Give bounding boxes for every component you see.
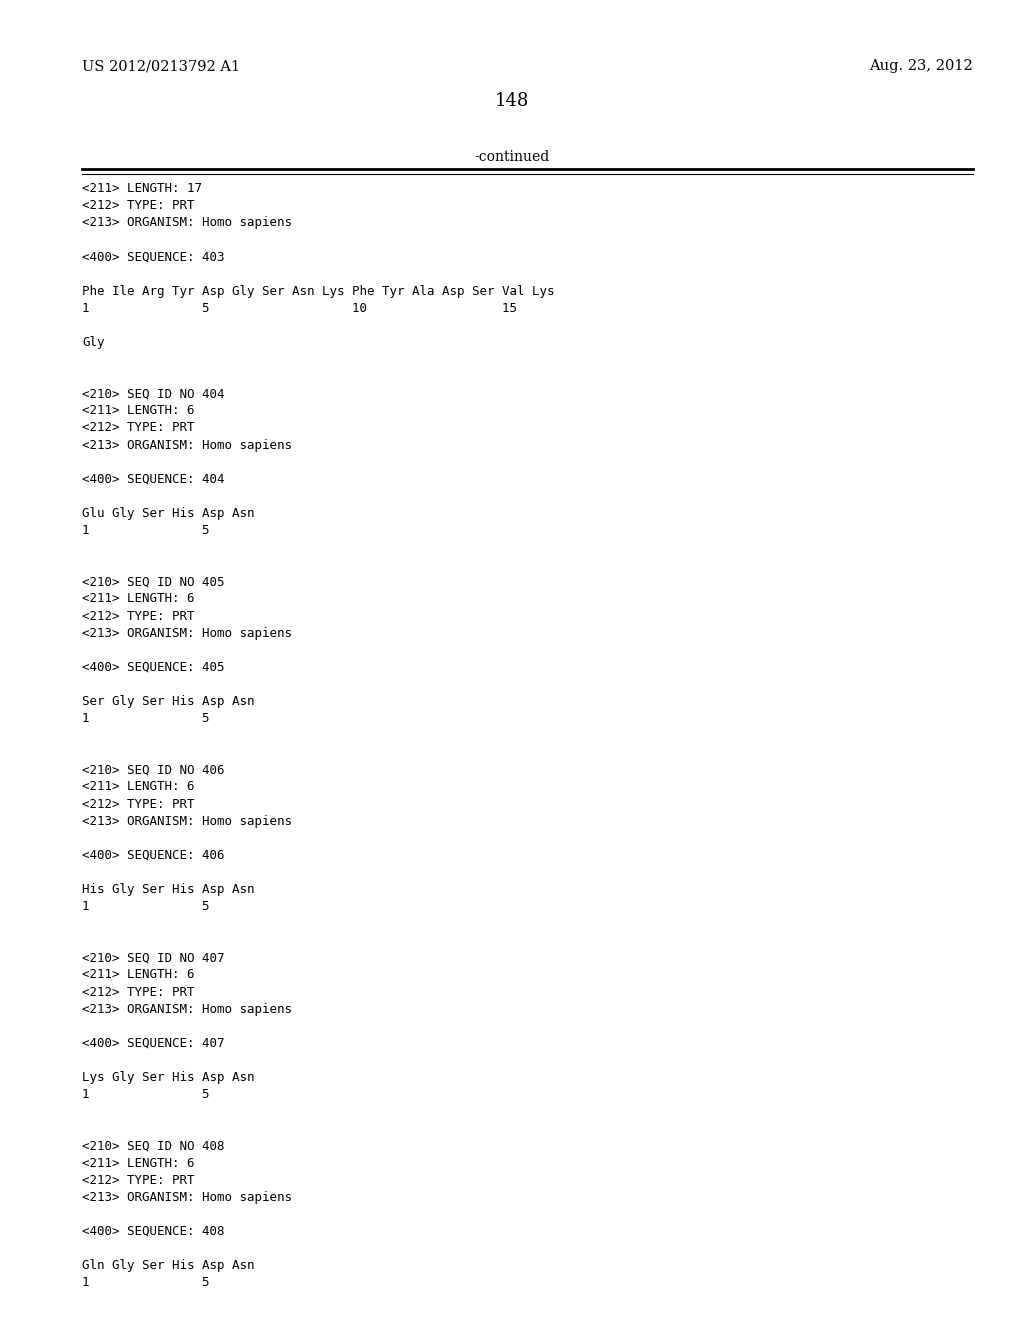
- Text: 1               5: 1 5: [82, 1088, 210, 1101]
- Text: <213> ORGANISM: Homo sapiens: <213> ORGANISM: Homo sapiens: [82, 438, 292, 451]
- Text: 1               5: 1 5: [82, 1276, 210, 1290]
- Text: <212> TYPE: PRT: <212> TYPE: PRT: [82, 986, 195, 998]
- Text: <213> ORGANISM: Homo sapiens: <213> ORGANISM: Homo sapiens: [82, 627, 292, 640]
- Text: Gln Gly Ser His Asp Asn: Gln Gly Ser His Asp Asn: [82, 1259, 254, 1272]
- Text: <211> LENGTH: 17: <211> LENGTH: 17: [82, 182, 202, 195]
- Text: 148: 148: [495, 92, 529, 111]
- Text: <213> ORGANISM: Homo sapiens: <213> ORGANISM: Homo sapiens: [82, 1003, 292, 1015]
- Text: <212> TYPE: PRT: <212> TYPE: PRT: [82, 1173, 195, 1187]
- Text: <210> SEQ ID NO 405: <210> SEQ ID NO 405: [82, 576, 224, 589]
- Text: <400> SEQUENCE: 408: <400> SEQUENCE: 408: [82, 1225, 224, 1238]
- Text: Ser Gly Ser His Asp Asn: Ser Gly Ser His Asp Asn: [82, 694, 254, 708]
- Text: <211> LENGTH: 6: <211> LENGTH: 6: [82, 1156, 195, 1170]
- Text: <210> SEQ ID NO 404: <210> SEQ ID NO 404: [82, 387, 224, 400]
- Text: <213> ORGANISM: Homo sapiens: <213> ORGANISM: Homo sapiens: [82, 1191, 292, 1204]
- Text: <212> TYPE: PRT: <212> TYPE: PRT: [82, 610, 195, 623]
- Text: 1               5: 1 5: [82, 900, 210, 913]
- Text: <210> SEQ ID NO 408: <210> SEQ ID NO 408: [82, 1139, 224, 1152]
- Text: <400> SEQUENCE: 406: <400> SEQUENCE: 406: [82, 849, 224, 862]
- Text: <212> TYPE: PRT: <212> TYPE: PRT: [82, 199, 195, 213]
- Text: Aug. 23, 2012: Aug. 23, 2012: [869, 59, 973, 74]
- Text: <213> ORGANISM: Homo sapiens: <213> ORGANISM: Homo sapiens: [82, 216, 292, 230]
- Text: 1               5: 1 5: [82, 711, 210, 725]
- Text: <210> SEQ ID NO 407: <210> SEQ ID NO 407: [82, 952, 224, 965]
- Text: Lys Gly Ser His Asp Asn: Lys Gly Ser His Asp Asn: [82, 1071, 254, 1084]
- Text: Phe Ile Arg Tyr Asp Gly Ser Asn Lys Phe Tyr Ala Asp Ser Val Lys: Phe Ile Arg Tyr Asp Gly Ser Asn Lys Phe …: [82, 285, 554, 298]
- Text: 1               5: 1 5: [82, 524, 210, 537]
- Text: <211> LENGTH: 6: <211> LENGTH: 6: [82, 780, 195, 793]
- Text: <400> SEQUENCE: 404: <400> SEQUENCE: 404: [82, 473, 224, 486]
- Text: <212> TYPE: PRT: <212> TYPE: PRT: [82, 797, 195, 810]
- Text: <213> ORGANISM: Homo sapiens: <213> ORGANISM: Homo sapiens: [82, 814, 292, 828]
- Text: <212> TYPE: PRT: <212> TYPE: PRT: [82, 421, 195, 434]
- Text: <211> LENGTH: 6: <211> LENGTH: 6: [82, 404, 195, 417]
- Text: 1               5                   10                  15: 1 5 10 15: [82, 302, 517, 314]
- Text: <400> SEQUENCE: 403: <400> SEQUENCE: 403: [82, 251, 224, 264]
- Text: <211> LENGTH: 6: <211> LENGTH: 6: [82, 593, 195, 606]
- Text: <400> SEQUENCE: 407: <400> SEQUENCE: 407: [82, 1038, 224, 1049]
- Text: Gly: Gly: [82, 337, 104, 348]
- Text: -continued: -continued: [474, 150, 550, 165]
- Text: His Gly Ser His Asp Asn: His Gly Ser His Asp Asn: [82, 883, 254, 896]
- Text: US 2012/0213792 A1: US 2012/0213792 A1: [82, 59, 240, 74]
- Text: <400> SEQUENCE: 405: <400> SEQUENCE: 405: [82, 661, 224, 673]
- Text: <211> LENGTH: 6: <211> LENGTH: 6: [82, 969, 195, 982]
- Text: <210> SEQ ID NO 406: <210> SEQ ID NO 406: [82, 763, 224, 776]
- Text: Glu Gly Ser His Asp Asn: Glu Gly Ser His Asp Asn: [82, 507, 254, 520]
